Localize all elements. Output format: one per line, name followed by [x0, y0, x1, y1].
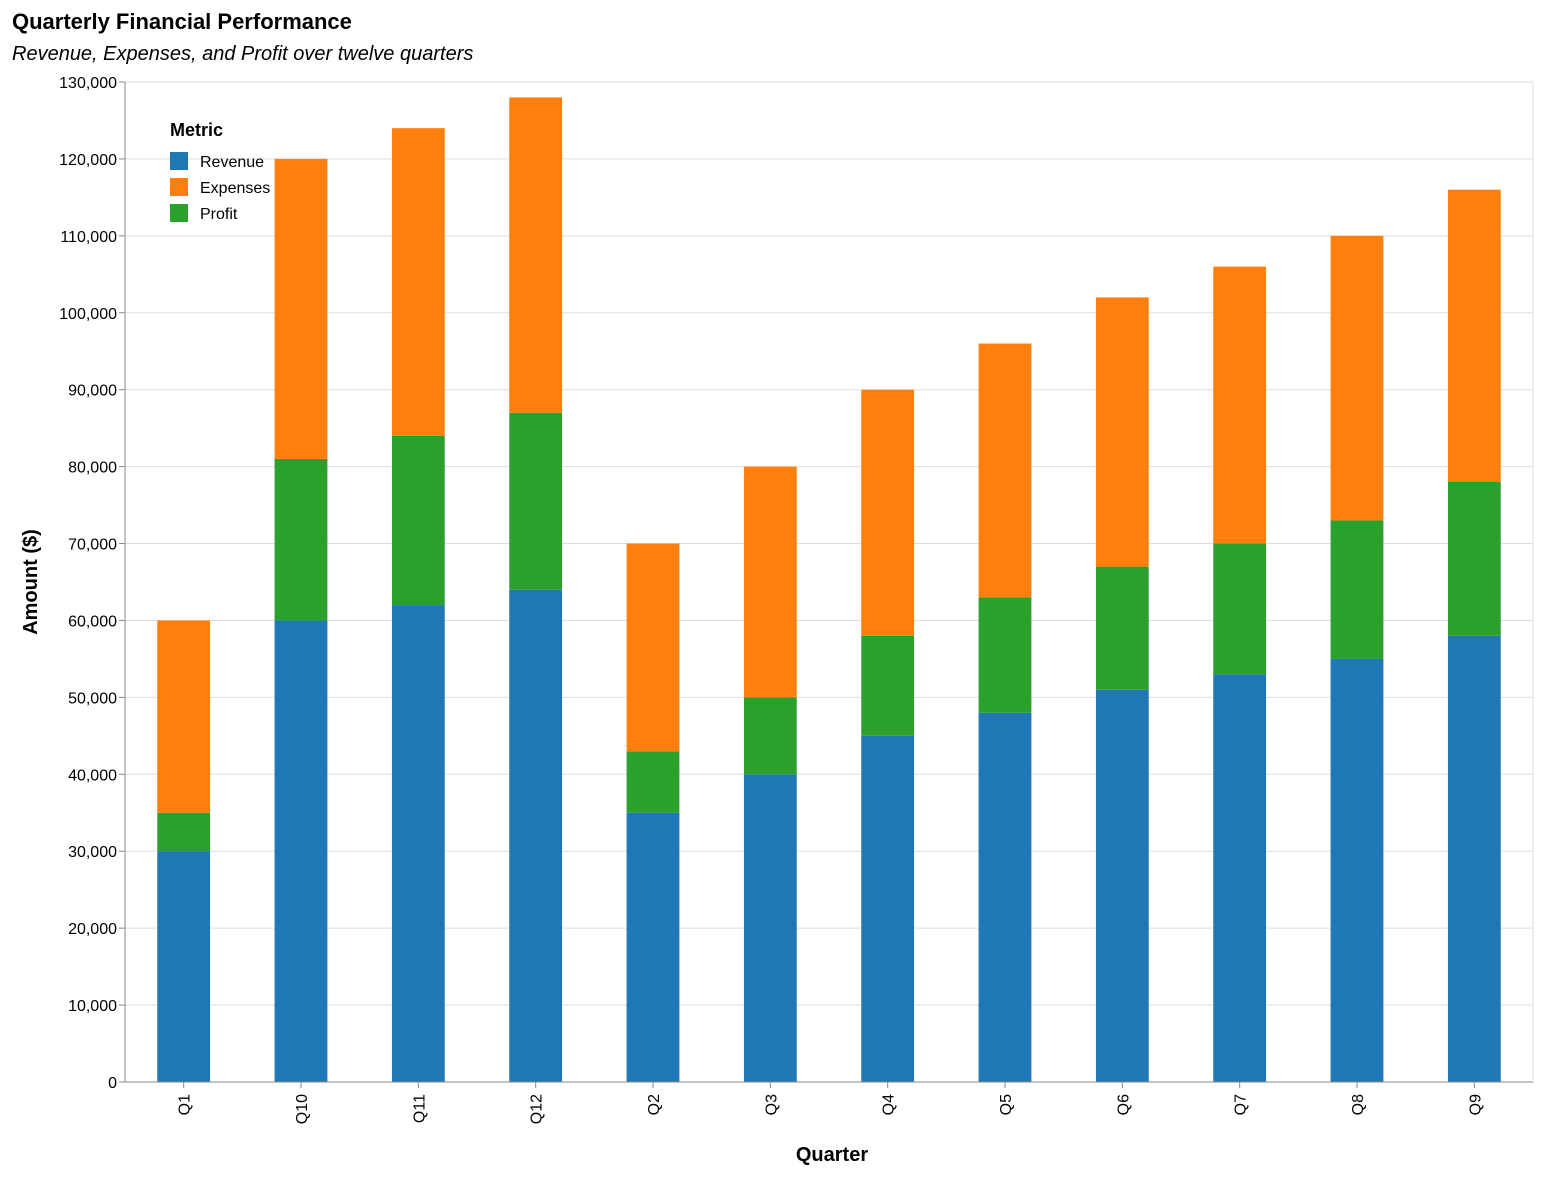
bar-expenses-q11 [391, 128, 445, 436]
legend-swatch-revenue [170, 152, 188, 170]
x-tick-label: Q11 [411, 1094, 428, 1123]
y-tick-label: 20,000 [68, 921, 117, 938]
bar-expenses-q1 [157, 620, 211, 813]
y-tick-label: 50,000 [68, 690, 117, 707]
legend-label-revenue: Revenue [200, 154, 264, 171]
y-tick-label: 90,000 [68, 383, 117, 400]
bar-expenses-q8 [1330, 235, 1384, 521]
y-tick-label: 10,000 [68, 998, 117, 1015]
bar-expenses-q10 [274, 158, 328, 459]
bar-revenue-q11 [391, 605, 445, 1082]
bar-expenses-q4 [861, 389, 915, 636]
legend-label-profit: Profit [200, 206, 238, 223]
bar-profit-q10 [274, 458, 328, 621]
y-tick-label: 80,000 [68, 460, 117, 477]
bar-expenses-q12 [509, 97, 563, 413]
x-tick-label: Q4 [881, 1094, 898, 1115]
x-tick-label: Q8 [1350, 1094, 1367, 1115]
bar-revenue-q8 [1330, 658, 1384, 1082]
x-tick-label: Q5 [998, 1094, 1015, 1115]
chart-subtitle: Revenue, Expenses, and Profit over twelv… [12, 43, 473, 65]
bar-revenue-q1 [157, 851, 211, 1082]
bar-profit-q11 [391, 435, 445, 606]
bar-profit-q8 [1330, 520, 1384, 659]
legend-swatch-profit [170, 204, 188, 222]
x-axis-title: Quarter [796, 1144, 868, 1166]
y-tick-label: 110,000 [60, 229, 117, 246]
bar-revenue-q2 [626, 812, 680, 1082]
x-tick-label: Q10 [294, 1094, 311, 1124]
y-tick-label: 0 [108, 1075, 117, 1092]
bar-revenue-q5 [978, 712, 1032, 1082]
y-tick-label: 70,000 [68, 537, 117, 554]
bar-revenue-q3 [743, 774, 797, 1082]
y-tick-label: 100,000 [59, 306, 117, 323]
bar-revenue-q6 [1095, 689, 1149, 1082]
bar-expenses-q2 [626, 543, 680, 752]
y-tick-label: 120,000 [59, 152, 117, 169]
bar-profit-q3 [743, 697, 797, 775]
bar-profit-q9 [1447, 482, 1501, 636]
bar-expenses-q9 [1447, 189, 1501, 482]
bar-profit-q7 [1213, 543, 1267, 675]
x-tick-label: Q7 [1233, 1094, 1250, 1115]
x-tick-label: Q9 [1467, 1094, 1484, 1115]
plot-frame [124, 81, 1534, 1083]
legend: Metric Revenue Expenses Profit [170, 120, 270, 223]
bar-expenses-q7 [1213, 266, 1267, 544]
bar-revenue-q12 [509, 589, 563, 1082]
y-tick-label: 40,000 [68, 767, 117, 784]
x-tick-label: Q12 [529, 1094, 546, 1124]
bar-expenses-q3 [743, 466, 797, 698]
x-axis-ticks: Q1 Q10 Q11 Q12 Q2 Q3 Q4 Q5 Q6 Q7 Q8 Q9 [177, 1082, 1484, 1124]
x-tick-label: Q1 [177, 1094, 194, 1115]
y-tick-label: 30,000 [68, 844, 117, 861]
gridlines [125, 81, 1533, 1083]
bar-profit-q6 [1095, 566, 1149, 690]
legend-swatch-expenses [170, 178, 188, 196]
y-tick-label: 60,000 [68, 613, 117, 630]
bar-profit-q5 [978, 597, 1032, 713]
y-axis-ticks: 0 10,000 20,000 30,000 40,000 50,000 60,000 70,… [59, 75, 125, 1092]
bar-profit-q2 [626, 751, 680, 813]
legend-label-expenses: Expenses [200, 180, 270, 197]
legend-title: Metric [170, 120, 223, 140]
y-axis-title: Amount ($) [20, 529, 42, 635]
bar-profit-q12 [509, 412, 563, 590]
bar-expenses-q5 [978, 343, 1032, 598]
bar-revenue-q10 [274, 620, 328, 1082]
chart-title: Quarterly Financial Performance [12, 9, 352, 34]
bar-revenue-q7 [1213, 674, 1267, 1082]
bar-revenue-q4 [861, 735, 915, 1082]
bar-profit-q4 [861, 635, 915, 736]
bars [157, 97, 1501, 1082]
bar-profit-q1 [157, 812, 211, 852]
y-tick-label: 130,000 [59, 75, 117, 92]
x-tick-label: Q3 [763, 1094, 780, 1115]
bar-expenses-q6 [1095, 297, 1149, 567]
bar-revenue-q9 [1447, 635, 1501, 1082]
x-tick-label: Q6 [1115, 1094, 1132, 1115]
x-tick-label: Q2 [646, 1094, 663, 1115]
axes [124, 81, 1534, 1083]
